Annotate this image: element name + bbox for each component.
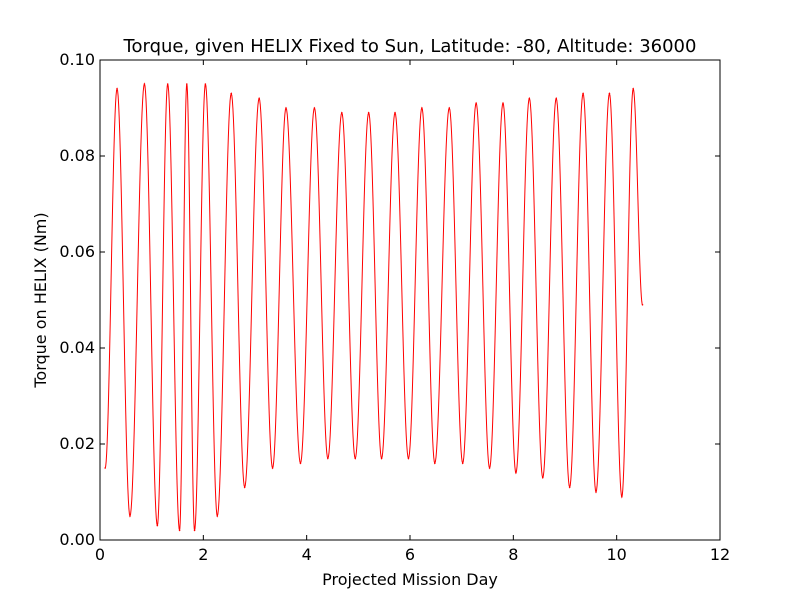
data-point: [394, 112, 396, 114]
series-layer: [104, 82, 644, 532]
data-point: [166, 83, 169, 85]
x-tick-label: 0: [95, 545, 105, 564]
data-point: [327, 457, 329, 460]
data-point: [143, 83, 146, 85]
data-point: [341, 112, 343, 114]
data-point: [380, 457, 383, 460]
data-point: [421, 107, 423, 109]
tick-layer: 0 2 4 6 8 10 12 0.00 0.02 0.04 0.06 0.08 0.10: [59, 50, 730, 564]
x-tick-label: 12: [710, 545, 730, 564]
data-point: [475, 102, 477, 104]
data-point: [186, 83, 188, 85]
data-point: [641, 304, 644, 306]
y-tick-label: 0.08: [59, 146, 95, 165]
y-axis-label: Torque on HELIX (Nm): [31, 212, 50, 388]
data-point: [216, 515, 219, 517]
data-point: [313, 107, 316, 109]
data-point: [407, 457, 410, 460]
data-point: [541, 476, 544, 479]
x-tick-label: 4: [302, 545, 312, 564]
data-point: [104, 467, 106, 469]
data-point: [116, 88, 118, 90]
x-tick-label: 10: [606, 545, 626, 564]
data-point: [528, 97, 531, 100]
data-point: [367, 112, 370, 114]
data-point: [285, 107, 287, 109]
data-point: [129, 515, 131, 517]
data-point: [608, 92, 611, 95]
data-point: [156, 524, 159, 527]
x-tick-label: 8: [508, 545, 518, 564]
data-point: [582, 92, 584, 95]
data-point: [488, 467, 491, 469]
data-point: [204, 83, 207, 85]
data-point: [434, 462, 436, 465]
data-point: [243, 486, 246, 489]
data-point: [230, 92, 233, 95]
data-point: [555, 97, 558, 100]
chart-title: Torque, given HELIX Fixed to Sun, Latitu…: [123, 36, 697, 57]
x-tick-label: 6: [405, 545, 415, 564]
y-tick-label: 0.02: [59, 434, 95, 453]
data-point: [621, 496, 623, 498]
data-point: [271, 467, 274, 469]
data-point: [448, 107, 451, 109]
x-tick-label: 2: [198, 545, 208, 564]
data-point: [193, 529, 196, 532]
data-point: [299, 462, 302, 465]
data-point: [178, 529, 181, 532]
data-point: [461, 462, 464, 465]
data-point: [258, 97, 260, 100]
y-tick-label: 0.06: [59, 242, 95, 261]
data-point: [632, 88, 634, 90]
data-point: [595, 491, 597, 493]
data-point: [515, 472, 517, 474]
x-axis-label: Projected Mission Day: [322, 570, 498, 589]
data-point: [354, 457, 357, 460]
y-tick-label: 0.04: [59, 338, 95, 357]
data-point: [568, 486, 571, 489]
data-point: [502, 102, 504, 104]
y-tick-label: 0.10: [59, 50, 95, 69]
y-tick-label: 0.00: [59, 530, 95, 549]
